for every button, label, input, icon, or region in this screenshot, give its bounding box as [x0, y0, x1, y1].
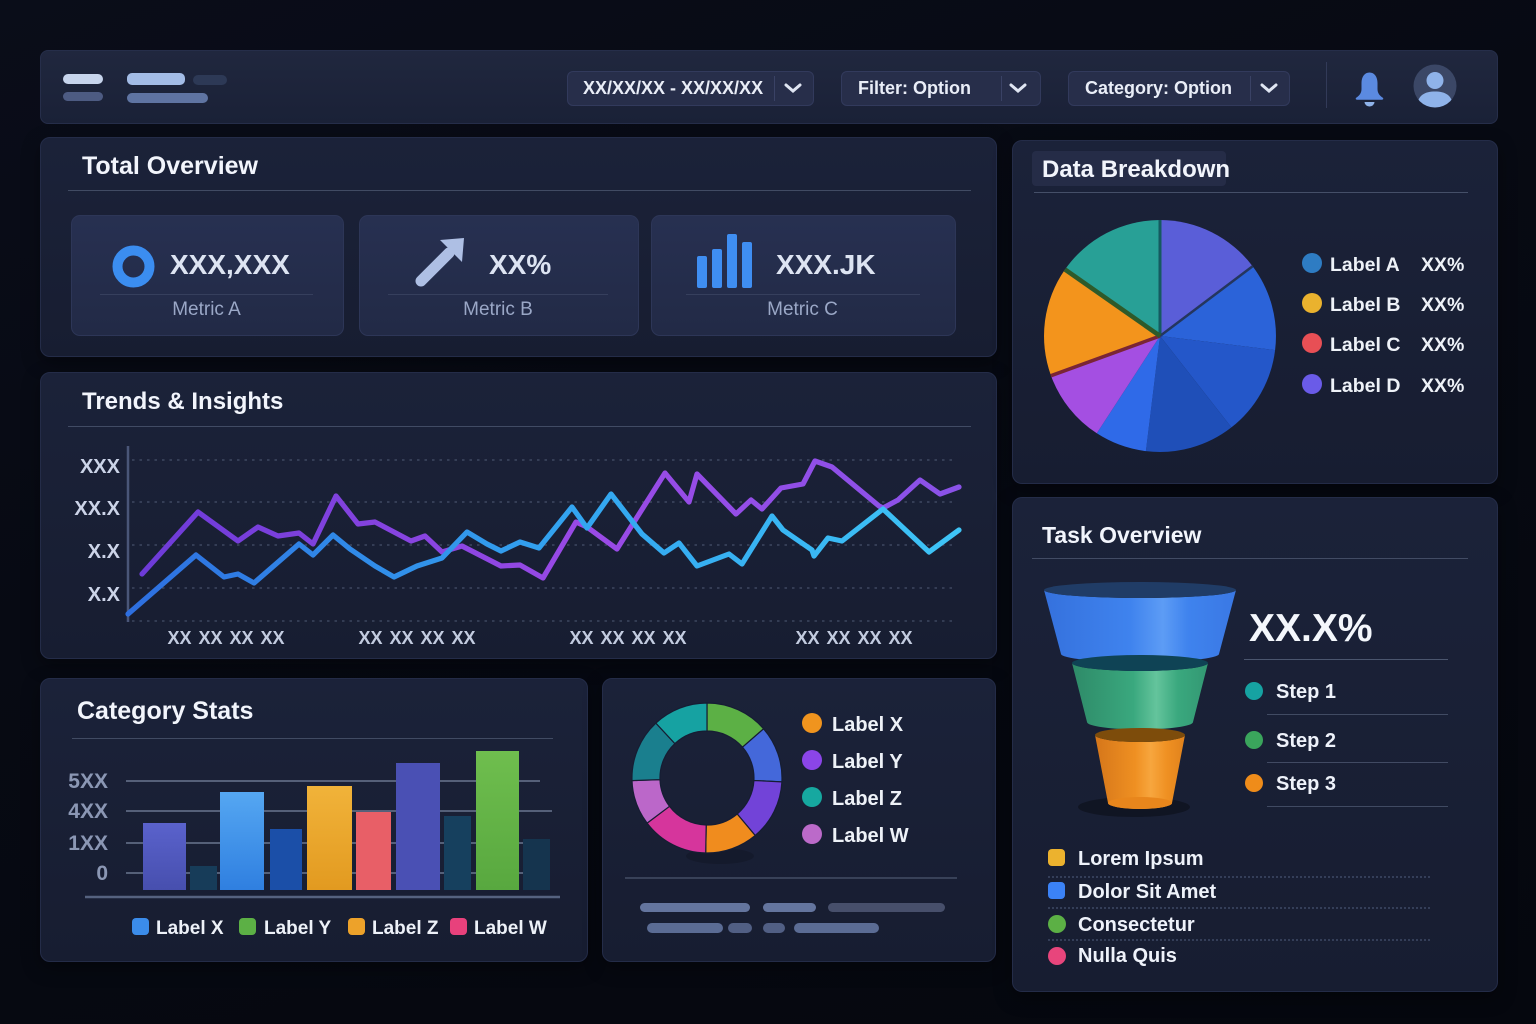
svg-text:Label X: Label X: [832, 714, 904, 736]
svg-text:X.X: X.X: [88, 541, 121, 563]
svg-text:0: 0: [96, 862, 108, 885]
svg-text:XX%: XX%: [1421, 375, 1464, 397]
svg-text:XX XX XX XX: XX XX XX XX: [795, 628, 912, 648]
svg-text:Label Z: Label Z: [372, 918, 439, 939]
svg-text:XX XX XX XX: XX XX XX XX: [569, 628, 686, 648]
svg-text:Label C: Label C: [1330, 334, 1400, 356]
svg-text:XX%: XX%: [1421, 294, 1464, 316]
svg-text:Label A: Label A: [1330, 254, 1400, 276]
svg-text:XX XX XX XX: XX XX XX XX: [167, 628, 284, 648]
svg-text:1XX: 1XX: [68, 832, 108, 855]
svg-text:X.X: X.X: [88, 584, 121, 606]
svg-text:Label D: Label D: [1330, 375, 1400, 397]
svg-text:Label W: Label W: [832, 825, 909, 847]
svg-text:Label Y: Label Y: [832, 751, 903, 773]
svg-text:XX%: XX%: [1421, 334, 1464, 356]
svg-text:XX%: XX%: [1421, 254, 1464, 276]
svg-text:5XX: 5XX: [68, 770, 108, 793]
svg-text:4XX: 4XX: [68, 800, 108, 823]
svg-text:XX.X: XX.X: [74, 498, 120, 520]
svg-text:Label Z: Label Z: [832, 788, 902, 810]
svg-text:XXX: XXX: [80, 456, 121, 478]
svg-text:Label Y: Label Y: [264, 918, 332, 939]
svg-text:Label X: Label X: [156, 918, 224, 939]
svg-text:Label W: Label W: [474, 918, 547, 939]
svg-text:Label B: Label B: [1330, 294, 1400, 316]
svg-text:XX XX XX XX: XX XX XX XX: [358, 628, 475, 648]
